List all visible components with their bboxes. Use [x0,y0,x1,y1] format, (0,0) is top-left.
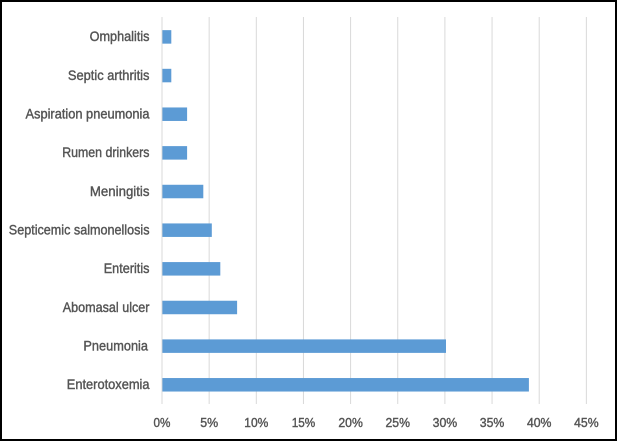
svg-text:Omphalitis: Omphalitis [90,29,150,44]
svg-text:Pneumonia: Pneumonia [83,339,148,354]
svg-text:35%: 35% [480,416,505,430]
svg-text:15%: 15% [292,416,316,430]
svg-text:Septicemic salmonellosis: Septicemic salmonellosis [9,223,150,238]
svg-text:20%: 20% [338,416,363,430]
svg-text:Enteritis: Enteritis [104,261,150,276]
svg-text:25%: 25% [386,416,411,430]
svg-text:0%: 0% [154,416,171,430]
svg-text:Aspiration pneumonia: Aspiration pneumonia [26,107,150,122]
svg-text:Rumen drinkers: Rumen drinkers [62,145,149,160]
svg-text:45%: 45% [574,416,599,430]
svg-text:5%: 5% [200,416,218,430]
svg-text:40%: 40% [527,416,552,430]
svg-text:30%: 30% [433,416,458,430]
svg-text:Septic arthritis: Septic arthritis [68,68,150,83]
svg-text:10%: 10% [244,416,268,430]
svg-text:Enterotoxemia: Enterotoxemia [67,377,150,392]
svg-text:Meningitis: Meningitis [90,184,150,199]
svg-text:Abomasal ulcer: Abomasal ulcer [63,300,150,315]
